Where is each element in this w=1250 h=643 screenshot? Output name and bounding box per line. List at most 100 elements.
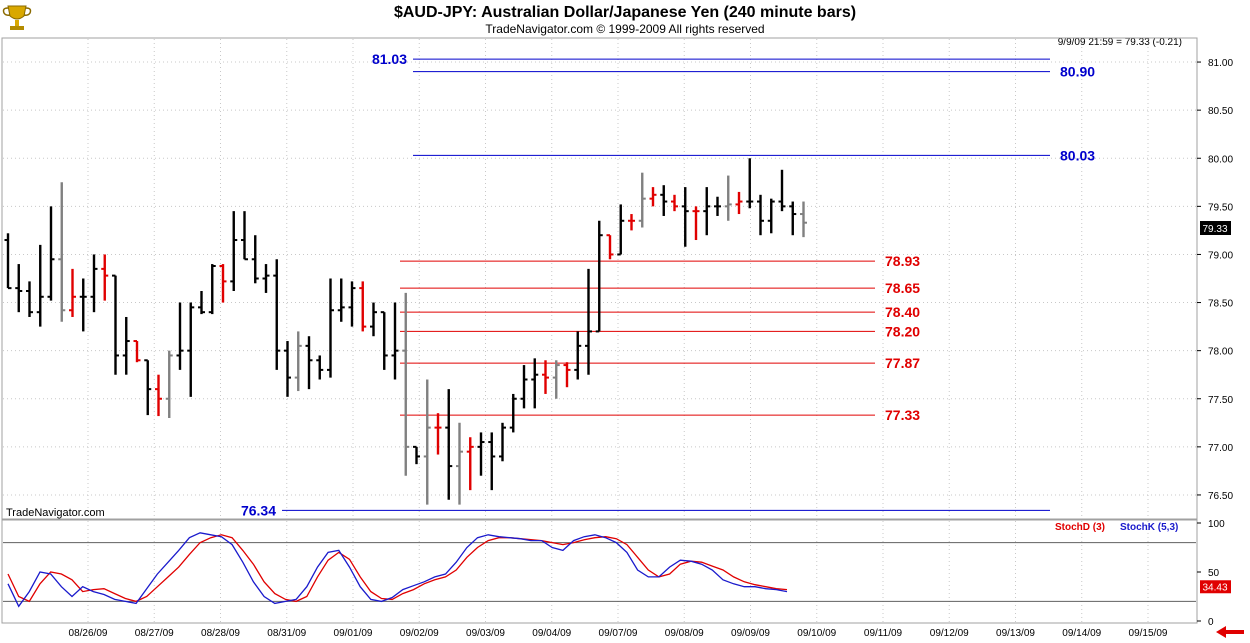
- ohlc-bar: [391, 302, 399, 380]
- scroll-left-button[interactable]: [1212, 624, 1248, 641]
- ohlc-bar: [294, 331, 302, 392]
- ohlc-bar: [595, 220, 603, 333]
- ohlc-bar: [509, 393, 517, 433]
- ohlc-bar: [423, 379, 431, 505]
- chart-subtitle: TradeNavigator.com © 1999-2009 All right…: [485, 22, 764, 36]
- level-label: 78.65: [885, 280, 920, 296]
- ohlc-bar: [735, 191, 743, 215]
- chart-title: $AUD-JPY: Australian Dollar/Japanese Yen…: [394, 4, 856, 21]
- ohlc-bar: [413, 445, 420, 465]
- ohlc-bar: [327, 278, 334, 378]
- stochd-value-label: 34.43: [1202, 582, 1227, 593]
- stochastic-tick-label: 50: [1208, 568, 1220, 579]
- ohlc-bar: [800, 201, 807, 238]
- ohlc-bar: [251, 235, 259, 284]
- ohlc-bar: [26, 281, 33, 317]
- price-tick-label: 78.00: [1208, 347, 1233, 358]
- legend-stochd: StochD (3): [1055, 522, 1105, 533]
- date-tick-label: 09/04/09: [532, 628, 571, 639]
- ohlc-bar: [348, 281, 356, 327]
- ohlc-bar: [122, 316, 130, 375]
- ohlc-bar: [47, 206, 55, 301]
- ohlc-bar: [337, 278, 345, 322]
- date-tick-label: 08/31/09: [267, 628, 306, 639]
- ohlc-bar: [380, 311, 388, 370]
- ohlc-bar: [574, 331, 582, 380]
- ohlc-bar: [133, 340, 141, 363]
- watermark: TradeNavigator.com: [6, 507, 105, 519]
- ohlc-bar: [165, 350, 173, 418]
- level-label: 78.40: [885, 304, 920, 320]
- ohlc-bar: [660, 185, 668, 216]
- date-tick-label: 09/07/09: [599, 628, 638, 639]
- price-tick-label: 79.50: [1208, 202, 1233, 213]
- ohlc-bar: [219, 264, 227, 303]
- date-tick-label: 08/27/09: [135, 628, 174, 639]
- ohlc-bar: [284, 341, 291, 397]
- stochd-value-box: [1200, 580, 1231, 594]
- ohlc-bar: [617, 204, 625, 256]
- ohlc-bar: [531, 358, 539, 409]
- stochk-line: [7, 532, 788, 608]
- last-price-label: 79.33: [1202, 224, 1227, 235]
- last-quote: 9/9/09 21:59 = 79.33 (-0.21): [1058, 37, 1182, 48]
- ohlc-bar: [208, 264, 216, 315]
- trophy-icon: [2, 5, 32, 30]
- ohlc-bar: [36, 244, 44, 327]
- price-axis: 81.00 80.50 80.00 79.50 79.00 78.50 78.00 77.50…: [1197, 58, 1233, 502]
- ohlc-bar: [198, 291, 205, 315]
- stochastic-tick-label: 100: [1208, 519, 1225, 530]
- ohlc-bar: [90, 254, 98, 313]
- ohlc-bar: [155, 374, 162, 417]
- ohlc-bar: [370, 302, 377, 337]
- price-tick-label: 79.00: [1208, 250, 1233, 261]
- ohlc-bar: [606, 234, 614, 260]
- ohlc-bar: [445, 389, 453, 500]
- ohlc-bar: [273, 259, 281, 370]
- ohlc-bar: [101, 254, 109, 301]
- level-label: 77.33: [885, 407, 920, 423]
- date-tick-label: 09/01/09: [334, 628, 373, 639]
- price-tick-label: 77.50: [1208, 395, 1233, 406]
- price-bars: [4, 158, 807, 505]
- ohlc-bar: [58, 182, 66, 322]
- ohlc-bar: [466, 437, 474, 491]
- ohlc-bar: [789, 201, 797, 236]
- ohlc-bar: [638, 172, 646, 228]
- arrow-left-icon: [1216, 626, 1244, 638]
- ohlc-bar: [456, 422, 463, 505]
- price-tick-label: 77.00: [1208, 443, 1233, 454]
- ohlc-bar: [241, 211, 248, 261]
- ohlc-bar: [488, 432, 496, 491]
- ohlc-bar: [187, 302, 195, 397]
- date-tick-label: 08/26/09: [69, 628, 108, 639]
- level-label: 81.03: [372, 51, 407, 67]
- ohlc-bar: [767, 198, 775, 234]
- stochastic-tick-label: 0: [1208, 617, 1214, 628]
- ohlc-bar: [402, 292, 410, 476]
- date-tick-label: 08/28/09: [201, 628, 240, 639]
- date-tick-label: 09/08/09: [665, 628, 704, 639]
- ohlc-bar: [262, 264, 270, 293]
- legend-stochk: StochK (5,3): [1120, 522, 1178, 533]
- ohlc-bar: [79, 278, 87, 332]
- date-tick-label: 09/03/09: [466, 628, 505, 639]
- ohlc-bar: [692, 206, 700, 241]
- level-label: 76.34: [241, 502, 276, 518]
- ohlc-bar: [542, 360, 549, 394]
- level-label: 80.90: [1060, 64, 1095, 80]
- ohlc-bar: [230, 211, 238, 292]
- price-tick-label: 78.50: [1208, 299, 1233, 310]
- level-label: 78.93: [885, 253, 920, 269]
- ohlc-bar: [671, 194, 678, 212]
- price-tick-label: 81.00: [1208, 58, 1233, 69]
- ohlc-bar: [714, 196, 721, 216]
- level-label: 78.20: [885, 323, 920, 339]
- date-tick-label: 09/13/09: [996, 628, 1035, 639]
- ohlc-bar: [176, 302, 184, 370]
- date-tick-label: 09/11/09: [864, 628, 903, 639]
- ohlc-bar: [628, 214, 635, 231]
- ohlc-bar: [15, 264, 23, 313]
- ohlc-bar: [649, 187, 657, 207]
